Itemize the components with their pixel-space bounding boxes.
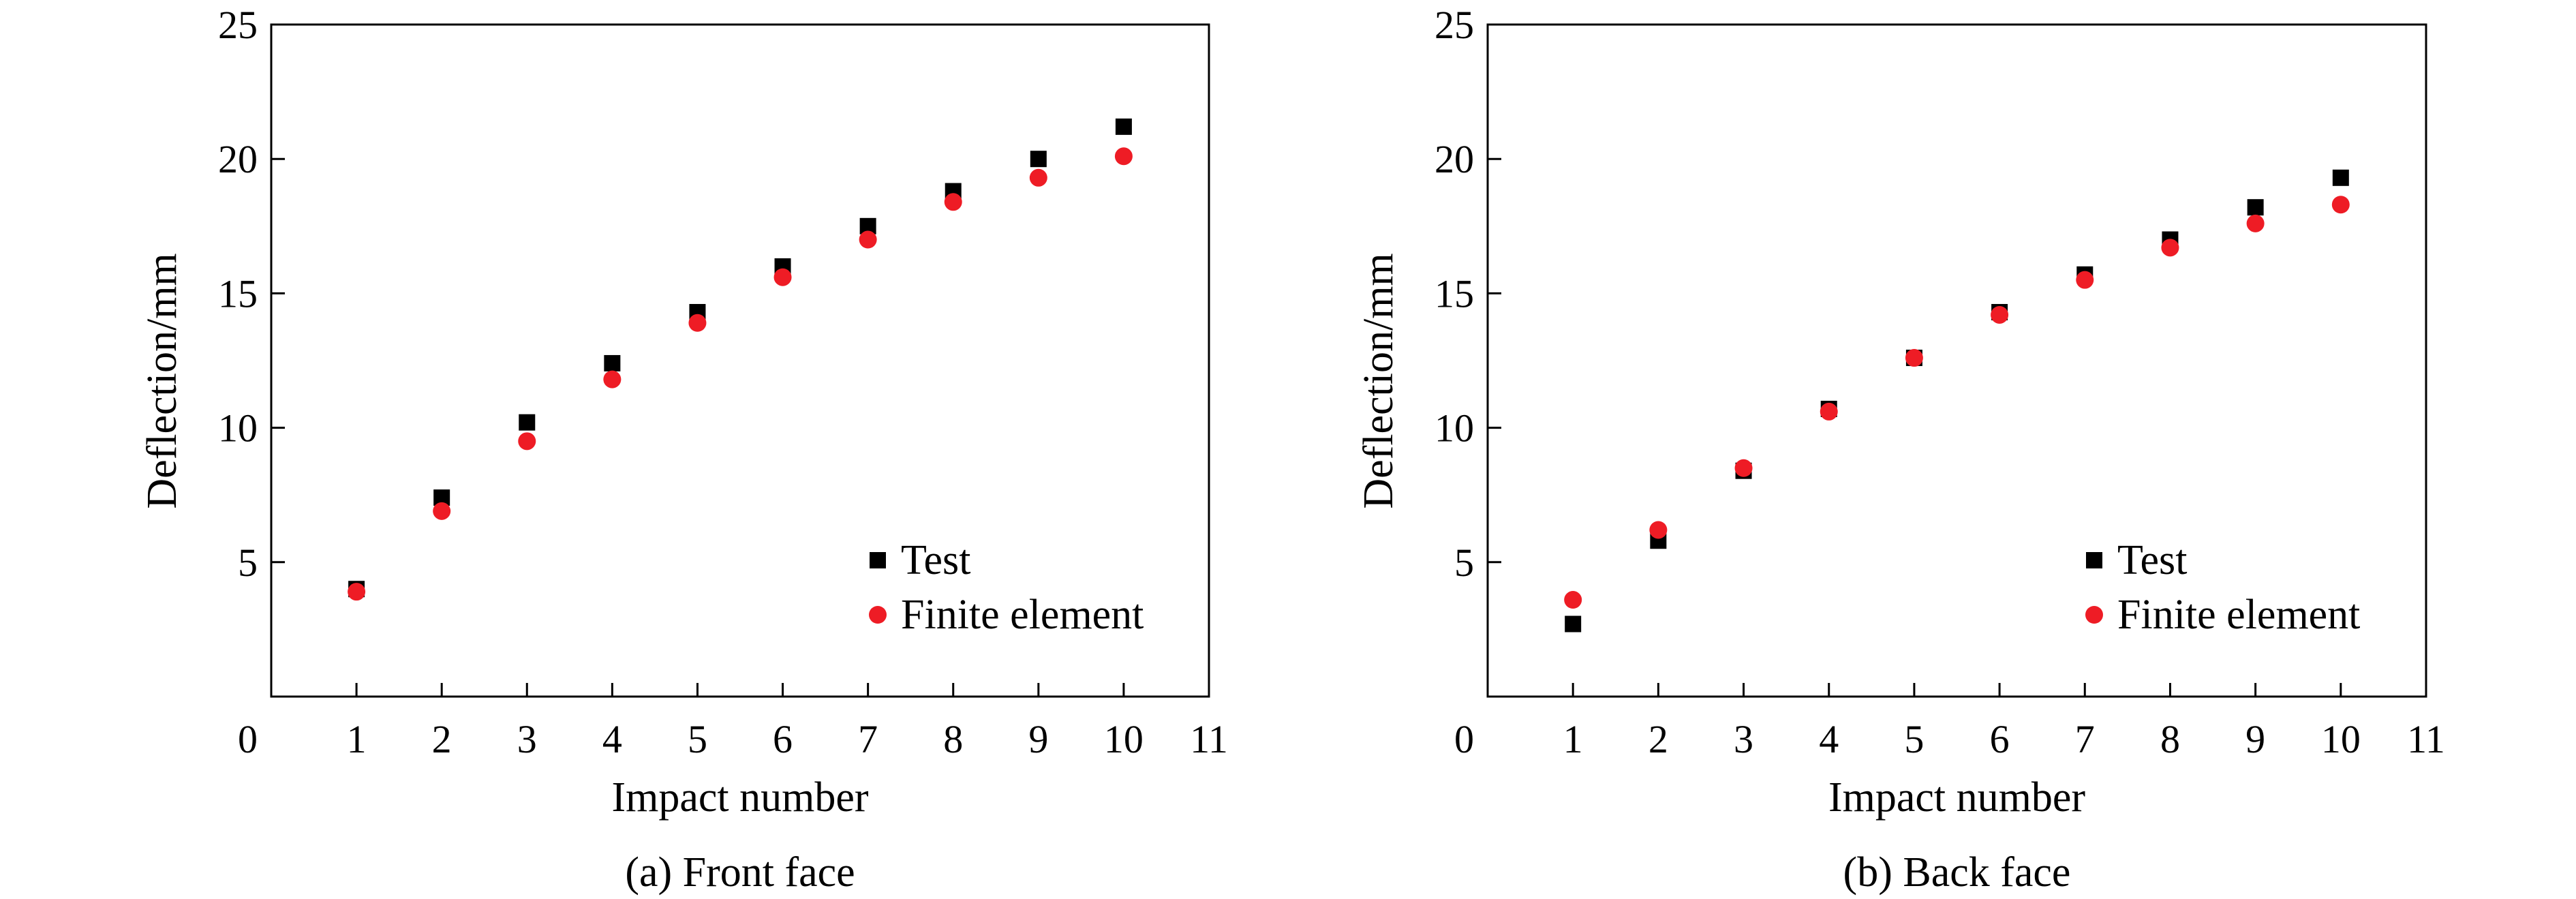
panel-b-test-point xyxy=(2247,199,2264,216)
panel-a-y-tick-label: 15 xyxy=(218,271,258,316)
panel-a-finite-element-point xyxy=(348,583,366,601)
panel-b-test-point xyxy=(2332,169,2349,186)
panel-b: 0 1 2 3 4 5 6 7 8 9 10 11 5 10 15 20 25 Impact number Defl… xyxy=(1355,3,2445,896)
panel-a-finite-element-point xyxy=(944,193,962,211)
panel-a-x-tick-label: 1 xyxy=(347,717,367,761)
panel-a-x-tick-label: 7 xyxy=(858,717,878,761)
panel-b-x-tick-label: 8 xyxy=(2160,717,2180,761)
panel-b-caption: (b) Back face xyxy=(1843,849,2071,896)
panel-a-test-point xyxy=(1115,118,1132,135)
panel-a-y-tick-label: 5 xyxy=(238,540,258,585)
panel-a-finite-element-point xyxy=(603,370,622,388)
panel-a-y-tick-label: 20 xyxy=(218,137,258,181)
panel-b-x-tick-label: 7 xyxy=(2075,717,2095,761)
panel-a-y-tick-label: 10 xyxy=(218,406,258,451)
panel-a-finite-element-point xyxy=(859,230,877,249)
panel-a-finite-element-point xyxy=(773,268,792,286)
panel-b-legend-test-label: Test xyxy=(2117,537,2187,583)
panel-b-finite-element-point xyxy=(2331,196,2350,214)
panel-a-legend-finite-element-label: Finite element xyxy=(901,592,1144,638)
panel-b-y-tick-label: 25 xyxy=(1435,3,1474,47)
panel-a-caption: (a) Front face xyxy=(625,849,855,896)
panel-a-plot-frame xyxy=(270,23,1210,698)
panel-a-test-point xyxy=(1030,151,1047,168)
panel-b-finite-element-point xyxy=(2076,271,2094,289)
panel-b-legend-finite-element-label: Finite element xyxy=(2117,592,2360,638)
panel-b-x-tick-label: 11 xyxy=(2407,717,2445,761)
panel-a-x-axis-title: Impact number xyxy=(611,774,868,821)
panel-b-finite-element-point xyxy=(1734,459,1753,477)
panel-a-x-tick-label: 0 xyxy=(238,717,258,761)
panel-b-y-axis-title: Deflection/mm xyxy=(1355,253,1402,508)
panel-a-finite-element-point xyxy=(433,502,451,520)
panel-b-test-point xyxy=(1565,615,1582,633)
panel-b-x-tick-label: 10 xyxy=(2321,717,2361,761)
panel-b-finite-element-point xyxy=(1820,402,1838,421)
panel-b-x-tick-label: 6 xyxy=(1990,717,2010,761)
panel-b-finite-element-point xyxy=(1564,591,1582,609)
panel-b-x-tick-label: 2 xyxy=(1649,717,1668,761)
panel-a-legend-test-marker xyxy=(870,552,886,568)
panel-a-test-point xyxy=(519,414,536,431)
panel-a-x-tick-label: 5 xyxy=(688,717,707,761)
panel-b-finite-element-point xyxy=(2161,239,2179,257)
panel-b-x-tick-label: 9 xyxy=(2245,717,2265,761)
panel-a-x-tick-label: 8 xyxy=(943,717,963,761)
panel-b-finite-element-point xyxy=(1649,521,1668,539)
panel-a-x-tick-label: 3 xyxy=(517,717,537,761)
panel-b-y-tick-label: 20 xyxy=(1435,137,1474,181)
panel-a-test-point xyxy=(604,354,621,371)
panel-b-x-tick-label: 1 xyxy=(1563,717,1583,761)
panel-a-finite-element-point xyxy=(518,432,536,451)
panel-b-legend-test-marker xyxy=(2086,552,2102,568)
panel-a-finite-element-point xyxy=(1029,168,1047,187)
panel-b-finite-element-point xyxy=(1991,305,2009,324)
panel-b-y-tick-label: 15 xyxy=(1435,271,1474,316)
panel-a-x-tick-label: 10 xyxy=(1104,717,1144,761)
panel-a-x-tick-label: 2 xyxy=(432,717,452,761)
panel-b-x-tick-label: 5 xyxy=(1904,717,1924,761)
panel-b-finite-element-point xyxy=(2246,214,2265,232)
panel-a-y-tick-label: 25 xyxy=(218,3,258,47)
panel-b-legend-finite-element-marker xyxy=(2085,606,2103,624)
panel-a-x-tick-label: 4 xyxy=(602,717,622,761)
panel-a-x-tick-label: 9 xyxy=(1028,717,1048,761)
panel-b-finite-element-point xyxy=(1905,349,1923,367)
panel-b-y-tick-label: 10 xyxy=(1435,406,1474,451)
panel-a-legend-finite-element-marker xyxy=(869,606,887,624)
panel-a-x-tick-label: 11 xyxy=(1190,717,1228,761)
panel-b-x-tick-label: 3 xyxy=(1734,717,1753,761)
panel-b-x-tick-label: 4 xyxy=(1819,717,1839,761)
panel-a-finite-element-point xyxy=(1114,147,1133,166)
panel-a-legend-test-label: Test xyxy=(901,537,970,583)
panel-a-y-axis-title: Deflection/mm xyxy=(139,253,185,508)
panel-b-y-tick-label: 5 xyxy=(1454,540,1474,585)
panel-b-x-axis-title: Impact number xyxy=(1828,774,2085,821)
panel-b-plot-frame xyxy=(1486,23,2427,698)
panel-a-finite-element-point xyxy=(688,314,707,332)
panel-b-x-tick-label: 0 xyxy=(1454,717,1474,761)
panel-a: 0 1 2 3 4 5 6 7 8 9 10 11 5 10 15 20 25 Impact number Defl… xyxy=(139,3,1228,896)
panel-a-x-tick-label: 6 xyxy=(773,717,793,761)
